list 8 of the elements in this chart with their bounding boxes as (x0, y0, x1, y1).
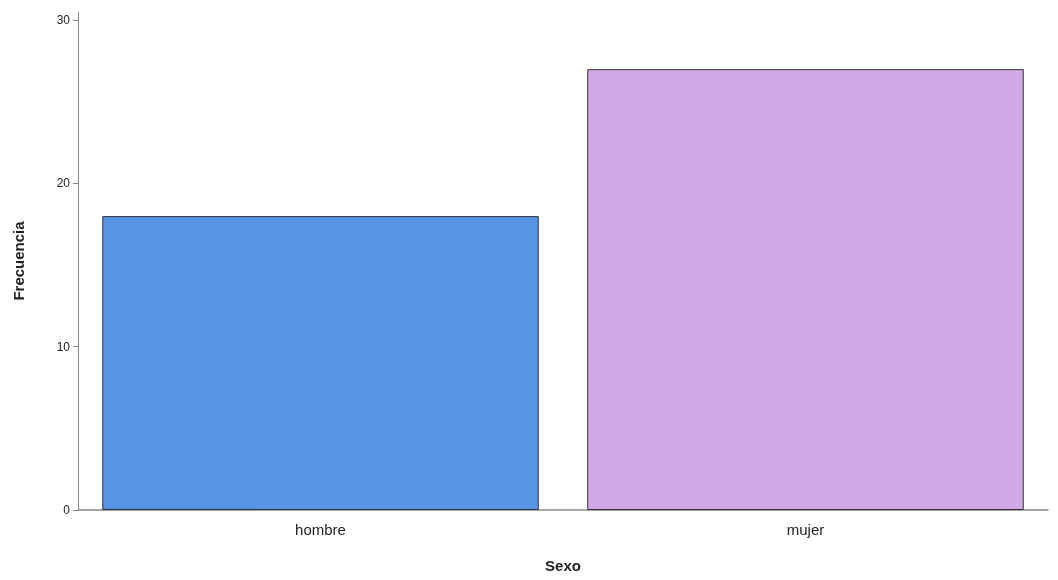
y-tick-label: 0 (63, 503, 71, 517)
y-tick-label: 30 (56, 13, 71, 28)
y-tick-label: 20 (56, 176, 71, 191)
y-axis-title: Frecuencia (10, 220, 27, 301)
y-tick-label: 10 (56, 339, 71, 354)
x-axis-title: Sexo (545, 557, 581, 574)
x-tick-label: hombre (295, 521, 346, 538)
x-tick-label: mujer (786, 521, 825, 538)
